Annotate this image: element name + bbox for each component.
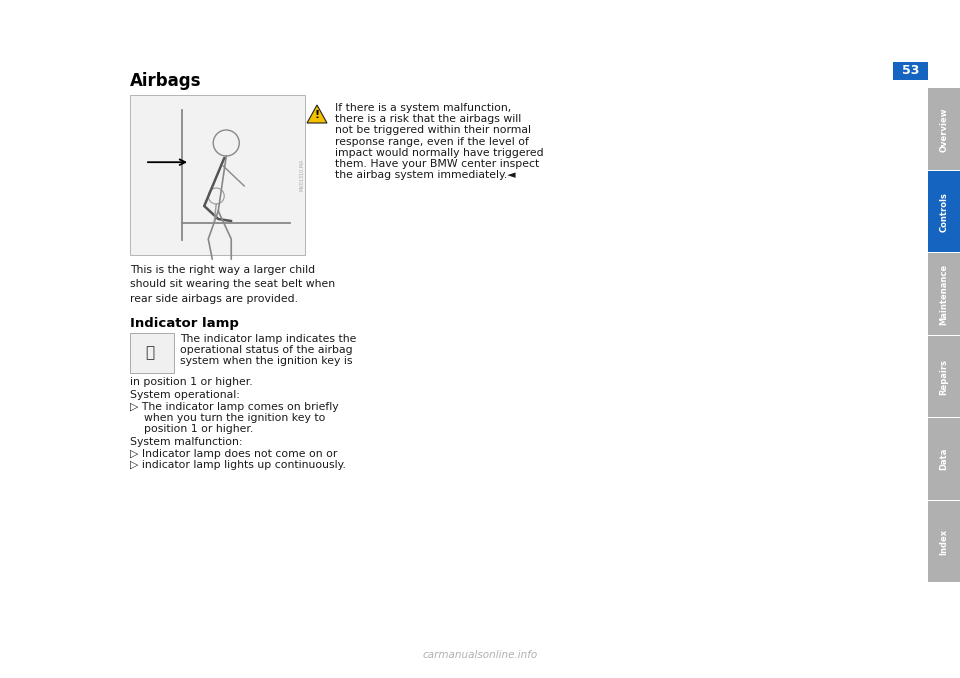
Text: Index: Index	[940, 529, 948, 555]
Text: system when the ignition key is: system when the ignition key is	[180, 356, 352, 366]
Text: The indicator lamp indicates the: The indicator lamp indicates the	[180, 334, 356, 344]
Text: impact would normally have triggered: impact would normally have triggered	[335, 148, 543, 158]
Text: Overview: Overview	[940, 107, 948, 151]
Bar	[928, 88, 960, 170]
Text: ▷ The indicator lamp comes on briefly: ▷ The indicator lamp comes on briefly	[130, 402, 339, 412]
Text: !: !	[315, 111, 320, 121]
Bar	[928, 336, 960, 417]
Text: in position 1 or higher.: in position 1 or higher.	[130, 377, 252, 387]
Text: Airbags: Airbags	[130, 72, 202, 90]
Bar	[130, 333, 174, 373]
Text: ▷ Indicator lamp does not come on or: ▷ Indicator lamp does not come on or	[130, 449, 337, 459]
Text: carmanualsonline.info: carmanualsonline.info	[422, 650, 538, 660]
Text: If there is a system malfunction,: If there is a system malfunction,	[335, 103, 512, 113]
Text: 53: 53	[901, 64, 919, 77]
Text: there is a risk that the airbags will: there is a risk that the airbags will	[335, 114, 521, 124]
Text: MV01310.MA: MV01310.MA	[300, 159, 304, 191]
Text: ▷ indicator lamp lights up continuously.: ▷ indicator lamp lights up continuously.	[130, 460, 346, 470]
Polygon shape	[307, 105, 327, 123]
Text: the airbag system immediately.◄: the airbag system immediately.◄	[335, 170, 516, 180]
Bar	[893, 62, 928, 80]
Text: operational status of the airbag: operational status of the airbag	[180, 345, 352, 355]
Text: response range, even if the level of: response range, even if the level of	[335, 136, 529, 146]
Text: Controls: Controls	[940, 192, 948, 232]
Bar	[928, 253, 960, 334]
Text: them. Have your BMW center inspect: them. Have your BMW center inspect	[335, 159, 540, 169]
Text: Repairs: Repairs	[940, 359, 948, 395]
Text: 👤: 👤	[145, 346, 155, 361]
Text: position 1 or higher.: position 1 or higher.	[130, 424, 253, 434]
Bar	[130, 95, 305, 255]
Text: when you turn the ignition key to: when you turn the ignition key to	[130, 413, 325, 423]
Text: Indicator lamp: Indicator lamp	[130, 317, 239, 330]
Bar	[928, 418, 960, 500]
Text: System operational:: System operational:	[130, 390, 240, 400]
Text: This is the right way a larger child
should sit wearing the seat belt when
rear : This is the right way a larger child sho…	[130, 265, 335, 304]
Text: Data: Data	[940, 448, 948, 471]
Text: Maintenance: Maintenance	[940, 264, 948, 325]
Bar	[928, 500, 960, 582]
Text: System malfunction:: System malfunction:	[130, 437, 243, 447]
Bar	[928, 170, 960, 252]
Text: not be triggered within their normal: not be triggered within their normal	[335, 125, 531, 136]
